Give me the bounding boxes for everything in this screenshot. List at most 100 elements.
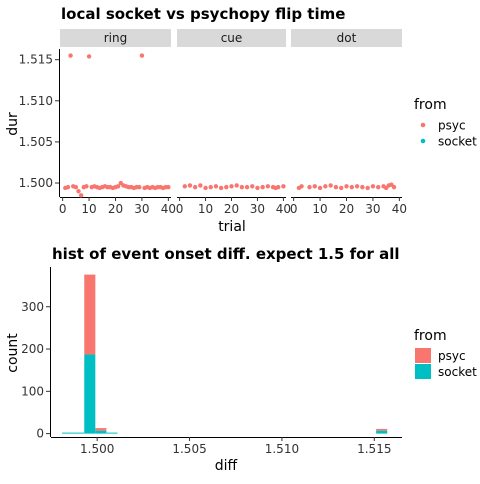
data-point [73,184,79,190]
data-point [208,184,213,190]
bar-psyc [376,428,388,431]
data-point [68,53,73,58]
y-tick-label: 1.500 [19,176,53,190]
legend-key-socket [415,364,431,379]
x-tick-label: 20 [108,202,123,216]
histogram-x-label: diff [215,458,238,474]
facet-strips: ring cue dot [60,29,402,47]
data-point [255,185,260,191]
data-point [198,183,203,188]
data-point [76,189,81,194]
data-point [65,184,71,190]
scatter-legend: from psyc socket [414,97,477,149]
data-point [218,185,224,191]
bar-psyc [84,274,96,355]
x-tick-label: 1.515 [357,442,391,456]
data-point [339,185,344,191]
x-tick-label: 1.500 [80,442,114,456]
data-point [281,184,286,189]
x-tick-label: 40 [392,202,407,216]
data-point [78,193,84,198]
data-point [391,184,397,190]
data-point [265,184,271,189]
y-tick-label: 200 [21,342,44,356]
facet-strip-ring [60,29,171,47]
data-point [312,184,317,189]
data-point [360,184,365,190]
data-point [370,184,376,189]
scatter-y-label: dur [5,112,21,136]
histogram-title: hist of event onset diff. expect 1.5 for… [52,245,400,263]
histogram-legend: from psyc socket [414,328,477,379]
y-tick-label: 0 [36,427,44,441]
x-tick-label: 0 [290,202,298,216]
data-point [376,184,381,190]
data-point [299,184,304,189]
legend-title: from [414,328,447,344]
data-point [229,184,234,189]
data-point [354,184,360,189]
x-tick-label: 1.510 [265,442,299,456]
data-point [203,185,208,191]
facet-strip-dot [291,29,402,47]
data-point [213,184,219,189]
data-point [260,184,265,190]
histogram-bars [62,274,388,434]
facet-label-dot: dot [337,31,357,45]
bar-socket [84,354,96,434]
data-point [224,184,229,190]
legend-key-psyc [415,348,431,363]
x-tick-label: 30 [365,202,380,216]
x-tick-label: 10 [312,202,327,216]
data-point [239,184,245,190]
scatter-points [63,53,397,198]
y-tick-label: 100 [21,384,44,398]
data-point [250,184,255,189]
data-point [276,184,281,190]
legend-label-socket: socket [438,365,477,379]
bar-socket [73,432,85,434]
x-tick-label: 0 [59,202,67,216]
facet-label-cue: cue [221,31,243,45]
data-point [323,184,328,189]
data-point [234,183,239,188]
data-point [344,184,349,189]
bar-socket [62,432,74,434]
bar-psyc [95,428,107,431]
scatter-x-label: trial [218,219,246,235]
data-point [333,184,339,190]
x-tick-label: 30 [250,202,265,216]
x-tick-label: 40 [161,202,176,216]
y-tick-label: 1.515 [19,53,53,67]
data-point [307,184,312,190]
data-point [182,184,187,189]
data-point [137,184,142,190]
x-tick-label: 30 [134,202,149,216]
bar-socket [95,430,107,434]
data-point [139,53,145,58]
x-tick-label: 40 [276,202,291,216]
x-tick-label: 0 [176,202,184,216]
scatter-axes: 0 10 20 30 40 0 10 20 30 400 10 20 30 401.5001.5051.5… [19,49,407,216]
data-point [328,183,333,188]
scatter-title: local socket vs psychopy flip time [61,5,345,23]
y-tick-label: 1.505 [19,135,53,149]
scatter-panel: local socket vs psychopy flip time ring c… [5,5,477,235]
x-tick-label: 10 [198,202,213,216]
legend-label-socket: socket [438,135,477,149]
histogram-panel: hist of event onset diff. expect 1.5 for… [5,245,477,474]
data-point [86,54,92,59]
legend-title: from [414,97,447,113]
x-tick-label: 20 [339,202,354,216]
bar-socket [106,432,118,434]
data-point [244,184,250,190]
data-point [115,184,121,189]
legend-label-psyc: psyc [438,119,466,133]
facet-label-ring: ring [104,31,128,45]
data-point [84,184,89,189]
histogram-axes: 0 100 200 300 1.500 1.505 1.510 1.515 [21,267,402,456]
legend-key-socket [420,138,426,144]
data-point [166,184,171,190]
x-tick-label: 1.505 [172,442,206,456]
data-point [187,183,193,188]
